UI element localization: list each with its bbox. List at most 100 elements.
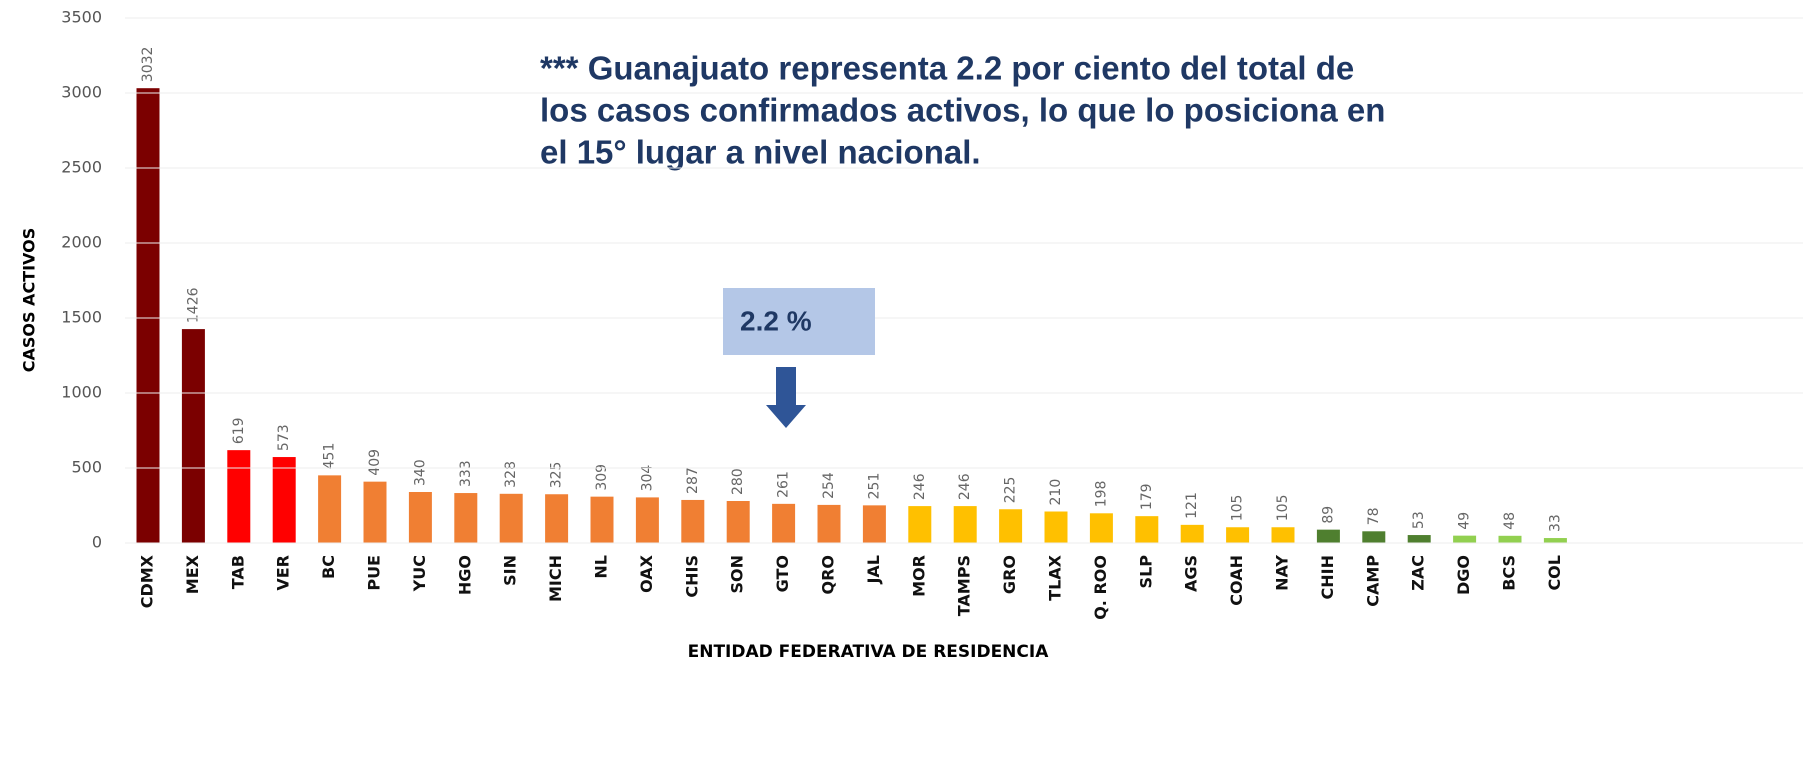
data-label: 333 xyxy=(458,460,474,487)
data-label: 573 xyxy=(276,424,292,451)
y-tick-label: 0 xyxy=(92,533,102,552)
data-label: 78 xyxy=(1366,507,1382,525)
data-label: 49 xyxy=(1457,512,1473,530)
data-label: 48 xyxy=(1502,512,1518,530)
bar xyxy=(590,496,614,543)
x-tick-label: AGS xyxy=(1182,555,1201,592)
bar xyxy=(862,505,886,543)
x-tick-label: BCS xyxy=(1500,555,1519,591)
data-label: 3032 xyxy=(140,47,156,83)
bar xyxy=(681,499,705,543)
bar xyxy=(408,492,432,543)
y-axis-label: CASOS ACTIVOS xyxy=(20,228,39,373)
bar xyxy=(1089,513,1113,543)
x-tick-label: TAMPS xyxy=(955,555,974,616)
data-label: 261 xyxy=(776,471,792,498)
x-tick-label: ZAC xyxy=(1409,555,1428,591)
x-tick-label: CHIS xyxy=(682,555,701,598)
bar xyxy=(363,481,387,543)
data-label: 179 xyxy=(1139,483,1155,510)
x-tick-label: CDMX xyxy=(138,554,157,608)
x-tick-label: JAL xyxy=(864,555,883,585)
bar xyxy=(953,506,977,543)
data-label: 105 xyxy=(1230,495,1246,522)
y-tick-label: 3500 xyxy=(61,8,102,27)
data-label: 198 xyxy=(1093,481,1109,508)
data-label: 340 xyxy=(412,459,428,486)
callout: 2.2 % xyxy=(740,305,812,336)
bar xyxy=(726,501,750,543)
data-label: 254 xyxy=(821,472,837,499)
x-tick-label: MEX xyxy=(183,554,202,594)
bar xyxy=(136,88,160,543)
x-tick-label: COL xyxy=(1545,555,1564,591)
x-tick-label: CHIH xyxy=(1318,555,1337,599)
x-tick-label: NL xyxy=(592,555,611,579)
data-label: 121 xyxy=(1184,492,1200,519)
bar xyxy=(1180,524,1204,543)
x-tick-label: TAB xyxy=(228,555,247,589)
x-tick-label: GRO xyxy=(1000,555,1019,594)
data-label: 287 xyxy=(685,467,701,494)
x-tick-label: CAMP xyxy=(1363,555,1382,607)
x-tick-label: VER xyxy=(274,555,293,591)
x-tick-label: GTO xyxy=(773,555,792,592)
bar xyxy=(454,493,478,543)
data-label: 304 xyxy=(639,465,655,492)
bar xyxy=(1362,531,1386,543)
data-label: 251 xyxy=(866,473,882,500)
bar xyxy=(817,504,841,543)
annotation: el 15° lugar a nivel nacional. xyxy=(540,134,981,171)
x-tick-label: HGO xyxy=(455,555,474,595)
bar xyxy=(1271,527,1295,543)
y-tick-label: 1500 xyxy=(61,308,102,327)
bar xyxy=(635,497,659,543)
data-label: 210 xyxy=(1048,479,1064,506)
x-tick-label: MICH xyxy=(546,555,565,602)
x-tick-label: YUC xyxy=(410,555,429,592)
y-tick-label: 500 xyxy=(71,458,102,477)
bar xyxy=(1226,527,1250,543)
bar xyxy=(181,329,205,543)
bar xyxy=(1044,511,1068,543)
x-tick-label: SON xyxy=(728,555,747,594)
data-label: 89 xyxy=(1320,506,1336,524)
x-axis-label: ENTIDAD FEDERATIVA DE RESIDENCIA xyxy=(688,642,1050,662)
data-label: 451 xyxy=(322,443,338,470)
x-tick-label: TLAX xyxy=(1046,554,1065,600)
bar xyxy=(1498,535,1522,543)
y-tick-label: 1000 xyxy=(61,383,102,402)
data-label: 409 xyxy=(367,449,383,476)
bar xyxy=(272,457,296,543)
data-label: 246 xyxy=(912,473,928,500)
annotation: los casos confirmados activos, lo que lo… xyxy=(540,92,1385,129)
x-tick-label: OAX xyxy=(637,554,656,593)
bar xyxy=(318,475,342,543)
bar xyxy=(499,493,523,543)
x-tick-label: BC xyxy=(319,555,338,579)
data-label: 33 xyxy=(1547,514,1563,532)
data-label: 246 xyxy=(957,473,973,500)
x-tick-label: COAH xyxy=(1227,555,1246,606)
bar xyxy=(545,494,569,543)
callout-box xyxy=(723,288,875,355)
x-tick-label: DGO xyxy=(1454,555,1473,595)
x-tick-label: SLP xyxy=(1136,555,1155,589)
x-tick-label: SIN xyxy=(501,555,520,586)
data-label: 309 xyxy=(594,464,610,491)
bar xyxy=(1543,538,1567,543)
arrow xyxy=(766,367,806,428)
data-label: 328 xyxy=(503,461,519,488)
y-tick-label: 3000 xyxy=(61,83,102,102)
data-label: 1426 xyxy=(185,287,201,323)
y-tick-label: 2000 xyxy=(61,233,102,252)
x-tick-label: QRO xyxy=(819,555,838,595)
data-label: 619 xyxy=(231,417,247,444)
data-label: 325 xyxy=(549,462,565,489)
bar xyxy=(1453,535,1477,543)
data-label: 105 xyxy=(1275,495,1291,522)
x-tick-label: Q. ROO xyxy=(1091,555,1110,620)
x-tick-label: PUE xyxy=(365,555,384,591)
annotation: *** Guanajuato representa 2.2 por ciento… xyxy=(540,50,1354,87)
